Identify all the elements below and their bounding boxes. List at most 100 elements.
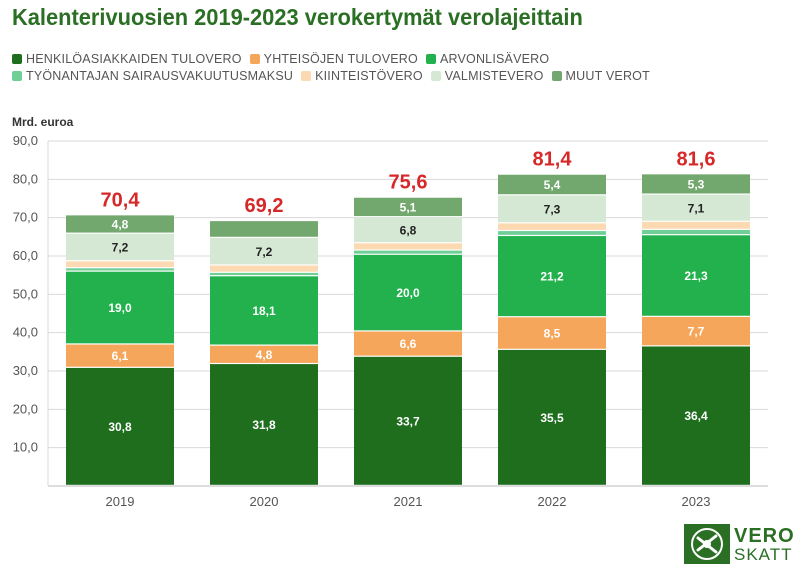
data-label: 4,8 [112, 218, 129, 232]
legend-swatch [425, 54, 436, 64]
bar-segment [354, 356, 462, 485]
data-label: 8,5 [544, 327, 561, 341]
vero-skatt-logo: VERO SKATT [684, 524, 795, 564]
bar-segment [66, 233, 174, 261]
bar-segment [354, 243, 462, 250]
bar-segment [642, 194, 750, 221]
bar-segment [642, 235, 750, 316]
chart-legend: HENKILÖASIAKKAIDEN TULOVERO YHTEISÖJEN TU… [12, 52, 692, 83]
total-label: 81,4 [533, 149, 573, 171]
data-label: 7,2 [256, 245, 273, 259]
bar-segment [210, 221, 318, 237]
data-label: 5,1 [400, 201, 417, 215]
legend-item: ARVONLISÄVERO [425, 52, 550, 66]
data-label: 30,8 [108, 420, 132, 434]
data-label: 33,7 [396, 414, 420, 428]
y-tick-label: 20,0 [13, 401, 38, 416]
total-label: 81,6 [677, 148, 716, 170]
bar-segment [498, 349, 606, 485]
data-label: 5,4 [544, 178, 561, 192]
data-label: 7,3 [544, 202, 561, 216]
bar-segment [66, 367, 174, 485]
bar-segment [66, 215, 174, 233]
bars [66, 174, 750, 485]
data-label: 36,4 [684, 409, 708, 423]
total-label: 69,2 [245, 195, 284, 217]
data-label: 5,3 [688, 178, 705, 192]
data-label: 6,1 [112, 349, 129, 363]
legend-label: ARVONLISÄVERO [439, 52, 550, 66]
bar-segment [66, 261, 174, 268]
bar-segment [210, 265, 318, 272]
data-label: 20,0 [396, 286, 420, 300]
x-tick-label: 2023 [682, 494, 711, 509]
bar-segment [642, 316, 750, 346]
x-tick-label: 2021 [394, 494, 423, 509]
y-tick-label: 70,0 [13, 210, 38, 225]
data-label: 31,8 [252, 418, 276, 432]
bar-segment [210, 345, 318, 363]
y-tick-label: 40,0 [13, 325, 38, 340]
legend-swatch [12, 54, 22, 64]
data-label: 6,8 [400, 223, 417, 237]
legend-item: VALMISTEVERO [430, 69, 544, 83]
bar-segment [642, 174, 750, 194]
y-tick-label: 10,0 [13, 440, 38, 455]
bar-segment [498, 223, 606, 230]
bar-segment [642, 221, 750, 229]
bar-segment [354, 331, 462, 356]
data-label: 4,8 [256, 348, 273, 362]
y-tick-label: 60,0 [13, 248, 38, 263]
legend-label: MUUT VEROT [565, 69, 650, 83]
bar-segment [66, 344, 174, 367]
data-label: 6,6 [400, 337, 417, 351]
bar-segment [642, 229, 750, 235]
logo-vero-text: VERO [734, 524, 795, 547]
chart-title: Kalenterivuosien 2019-2023 verokertymät … [12, 4, 583, 30]
x-tick-label: 2020 [250, 494, 279, 509]
legend-item: MUUT VEROT [551, 69, 650, 83]
data-label: 7,1 [688, 201, 705, 215]
y-tick-label: 30,0 [13, 363, 38, 378]
bar-segment [642, 346, 750, 485]
data-label: 35,5 [540, 411, 564, 425]
bar-segment [354, 254, 462, 331]
legend-label: VALMISTEVERO [444, 69, 544, 83]
legend-swatch [430, 71, 441, 81]
y-tick-label: 90,0 [13, 133, 38, 148]
x-tick-label: 2022 [538, 494, 567, 509]
y-tick-label: 80,0 [13, 171, 38, 186]
legend-label: HENKILÖASIAKKAIDEN TULOVERO [26, 52, 242, 66]
data-label: 21,2 [540, 270, 564, 284]
bar-segment [498, 317, 606, 349]
legend-label: YHTEISÖJEN TULOVERO [263, 52, 418, 66]
legend-swatch [301, 71, 312, 81]
bar-segment [210, 276, 318, 345]
data-label: 7,7 [688, 325, 705, 339]
bar-segment [354, 250, 462, 254]
bar-segment [210, 364, 318, 485]
axes: Mrd. euroa 10,0 20,0 30,0 40,0 50,0 60,0 70,0 80… [12, 115, 768, 509]
total-label: 75,6 [389, 172, 428, 194]
data-label: 19,0 [108, 301, 132, 315]
total-label: 70,4 [101, 189, 141, 211]
data-labels: 30,8 6,1 19,0 7,2 4,8 70,4 31,8 4,8 18,1 7,2 69,2 3… [101, 148, 716, 434]
data-label: 7,2 [112, 241, 129, 255]
logo-skatt-text: SKATT [734, 544, 793, 564]
legend-swatch [249, 54, 260, 64]
y-axis-label: Mrd. euroa [12, 115, 74, 129]
bar-segment [210, 237, 318, 265]
bar-segment [498, 231, 606, 235]
bar-segment [498, 236, 606, 317]
data-label: 18,1 [252, 304, 276, 318]
legend-item: YHTEISÖJEN TULOVERO [249, 52, 418, 66]
legend-swatch [12, 71, 22, 81]
legend-item: KIINTEISTÖVERO [301, 69, 423, 83]
vero-emblem-icon [684, 524, 730, 564]
bar-segment [66, 271, 174, 344]
legend-item: TYÖNANTAJAN SAIRAUSVAKUUTUSMAKSU [12, 69, 293, 83]
legend-item: HENKILÖASIAKKAIDEN TULOVERO [12, 52, 242, 66]
bar-segment [66, 268, 174, 271]
bar-segment [210, 272, 318, 276]
